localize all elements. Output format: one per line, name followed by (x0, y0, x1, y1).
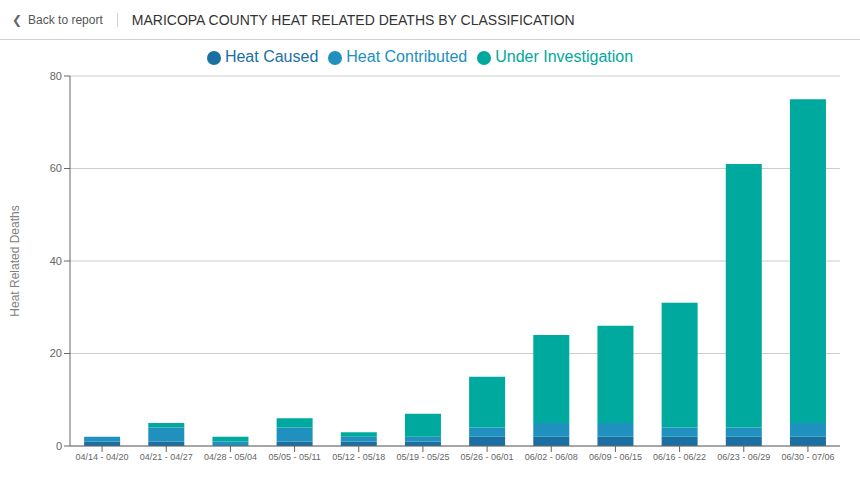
svg-text:60: 60 (50, 162, 62, 174)
svg-text:Heat Related Deaths: Heat Related Deaths (8, 205, 22, 316)
svg-text:06/23 - 06/29: 06/23 - 06/29 (717, 452, 770, 462)
svg-text:05/26 - 06/01: 05/26 - 06/01 (461, 452, 514, 462)
svg-text:05/12 - 05/18: 05/12 - 05/18 (332, 452, 385, 462)
svg-text:05/19 - 05/25: 05/19 - 05/25 (396, 452, 449, 462)
html-text:Under Investigation: Under Investigation (495, 48, 634, 65)
svg-text:04/28 - 05/04: 04/28 - 05/04 (204, 452, 257, 462)
svg-text:20: 20 (50, 347, 62, 359)
html-text:Heat Caused: Heat Caused (224, 48, 319, 65)
svg-text:04/21 - 04/27: 04/21 - 04/27 (140, 452, 193, 462)
svg-text:06/02 - 06/08: 06/02 - 06/08 (525, 452, 578, 462)
html-text:MARICOPA COUNTY HEAT RELATED D: MARICOPA COUNTY HEAT RELATED DEATHS BY C… (131, 11, 575, 28)
svg-text:05/05 - 05/11: 05/05 - 05/11 (268, 452, 320, 462)
svg-text:80: 80 (50, 70, 62, 82)
svg-text:0: 0 (56, 440, 62, 452)
svg-text:06/30 - 07/06: 06/30 - 07/06 (781, 452, 834, 462)
svg-text:06/16 - 06/22: 06/16 - 06/22 (653, 452, 706, 462)
svg-text:06/09 - 06/15: 06/09 - 06/15 (589, 452, 642, 462)
svg-text:04/14 - 04/20: 04/14 - 04/20 (76, 452, 129, 462)
svg-text:40: 40 (50, 255, 62, 267)
html-text:Heat Contributed: Heat Contributed (346, 48, 468, 65)
html-text:❮ Back to report: ❮ Back to report (12, 12, 103, 27)
